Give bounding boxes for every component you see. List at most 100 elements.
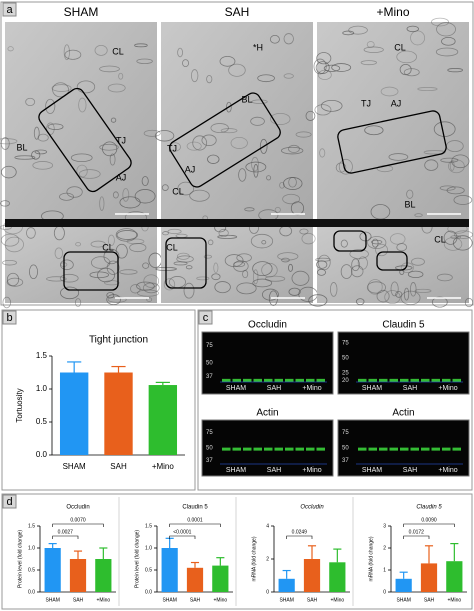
texture [317,69,332,81]
band [368,447,377,451]
texture [451,154,470,169]
texture [34,149,48,155]
texture [99,65,120,73]
texture [250,116,265,126]
marker-label: 37 [342,458,349,464]
texture [253,164,259,178]
micrograph-label: BL [16,142,27,152]
texture [90,240,106,248]
y-axis-label: mRNA (fold change) [368,536,374,581]
texture [45,98,56,114]
panel-letter-box [2,2,17,17]
texture [282,193,301,205]
texture [320,100,343,112]
texture [335,162,347,173]
texture [7,46,14,52]
texture [443,237,463,251]
texture [367,236,387,250]
texture [351,258,360,272]
texture [14,155,36,160]
texture [201,134,217,146]
band [222,378,231,382]
texture [411,257,425,266]
texture [423,150,446,155]
significance-bracket [403,535,430,539]
texture [360,60,377,66]
texture [257,74,275,83]
texture [115,228,138,242]
texture [403,287,410,301]
texture [218,228,229,238]
texture [0,233,20,247]
lane-label: SHAM [226,467,246,474]
texture [103,248,120,265]
texture [388,153,409,161]
y-axis-label: Protein level (fold change) [17,530,23,588]
texture [228,63,246,77]
region-box [38,87,132,193]
texture [0,200,11,207]
x-tick-label: SAH [110,462,127,471]
texture [219,55,236,67]
texture [356,298,365,306]
significance-bracket [52,523,104,527]
texture [371,239,383,245]
error-bar [216,557,225,566]
texture [330,282,338,297]
band [421,378,430,382]
texture [106,294,121,306]
y-tick-label: 1.5 [145,523,152,529]
texture [76,164,88,178]
region-box [169,92,281,188]
micrograph-label: BL [404,199,415,209]
texture [288,287,301,296]
texture [464,297,474,308]
texture [443,230,458,245]
y-tick-label: 2 [383,545,386,551]
texture [1,165,17,179]
band [232,447,241,451]
texture [396,243,407,252]
texture [107,83,126,93]
texture [424,159,439,171]
texture [163,278,176,291]
micrograph [161,22,313,219]
texture [126,238,145,245]
significance-bracket [403,523,455,527]
band [358,378,367,382]
texture [75,242,81,247]
texture [390,281,399,297]
error-bar [111,365,126,373]
texture [76,80,96,94]
y-tick-label: 0.5 [36,417,48,426]
texture [37,133,49,142]
band [442,447,451,451]
texture [340,264,353,279]
texture [207,154,220,164]
texture [295,131,312,138]
texture [60,259,74,271]
panel-letter: b [6,312,12,324]
chart-title: Claudin 5 [416,505,442,511]
texture [99,196,105,211]
texture [107,296,127,303]
lane-label: +Mino [302,385,321,392]
texture [448,159,465,174]
micrograph-label: CL [166,242,178,252]
texture [2,259,17,266]
panel-letter-box [2,494,17,509]
texture [323,64,341,72]
bar [161,548,178,592]
band [306,378,315,382]
texture [31,150,41,160]
lane-label: SAH [267,385,281,392]
texture [433,121,456,137]
texture [167,228,182,235]
texture [364,125,384,136]
error-bar [424,545,434,564]
texture [142,262,150,269]
texture [90,256,111,269]
bar [303,559,321,592]
y-axis-label: mRNA (fold change) [251,536,257,581]
band [253,447,262,451]
